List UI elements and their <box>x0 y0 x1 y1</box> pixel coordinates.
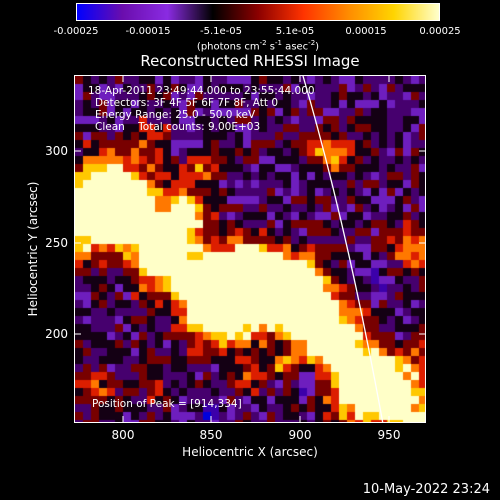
colorbar <box>76 3 440 21</box>
x-tick: 850 <box>199 428 223 442</box>
solar-limb <box>302 76 384 422</box>
x-tick: 950 <box>377 428 401 442</box>
y-axis-label: Heliocentric Y (arcsec) <box>26 181 40 317</box>
y-tick: 200 <box>45 327 68 341</box>
time-range: 18-Apr-2011 23:49:44.000 to 23:55:44.000 <box>88 85 315 97</box>
colorbar-tick: -0.00015 <box>125 26 171 37</box>
colorbar-tick: -0.00025 <box>53 26 99 37</box>
colorbar-tick: 5.1e-05 <box>275 26 315 37</box>
colorbar-tick: 0.00025 <box>419 26 461 37</box>
image-title: Reconstructed RHESSI Image <box>140 52 360 70</box>
render-timestamp: 10-May-2022 23:24 <box>362 482 490 497</box>
x-axis-label: Heliocentric X (arcsec) <box>182 445 318 459</box>
x-tick: 800 <box>111 428 135 442</box>
y-tick: 250 <box>45 236 68 250</box>
energy-range: Energy Range: 25.0 - 50.0 keV <box>95 109 256 121</box>
x-tick: 900 <box>288 428 312 442</box>
peak-position: Position of Peak = [914,334] <box>92 398 242 410</box>
y-tick: 300 <box>45 144 68 158</box>
plot-area: 18-Apr-2011 23:49:44.000 to 23:55:44.000… <box>74 75 426 423</box>
colorbar-unit: (photons cm-2 s-1 asec-2) <box>196 39 320 53</box>
rhessi-heatmap <box>75 76 425 422</box>
clean-counts: Clean Total counts: 9.00E+03 <box>95 121 261 133</box>
detectors-info: Detectors: 3F 4F 5F 6F 7F 8F, Att 0 <box>95 97 279 109</box>
colorbar-tick: -5.1e-05 <box>200 26 242 37</box>
colorbar-tick: 0.00015 <box>345 26 387 37</box>
